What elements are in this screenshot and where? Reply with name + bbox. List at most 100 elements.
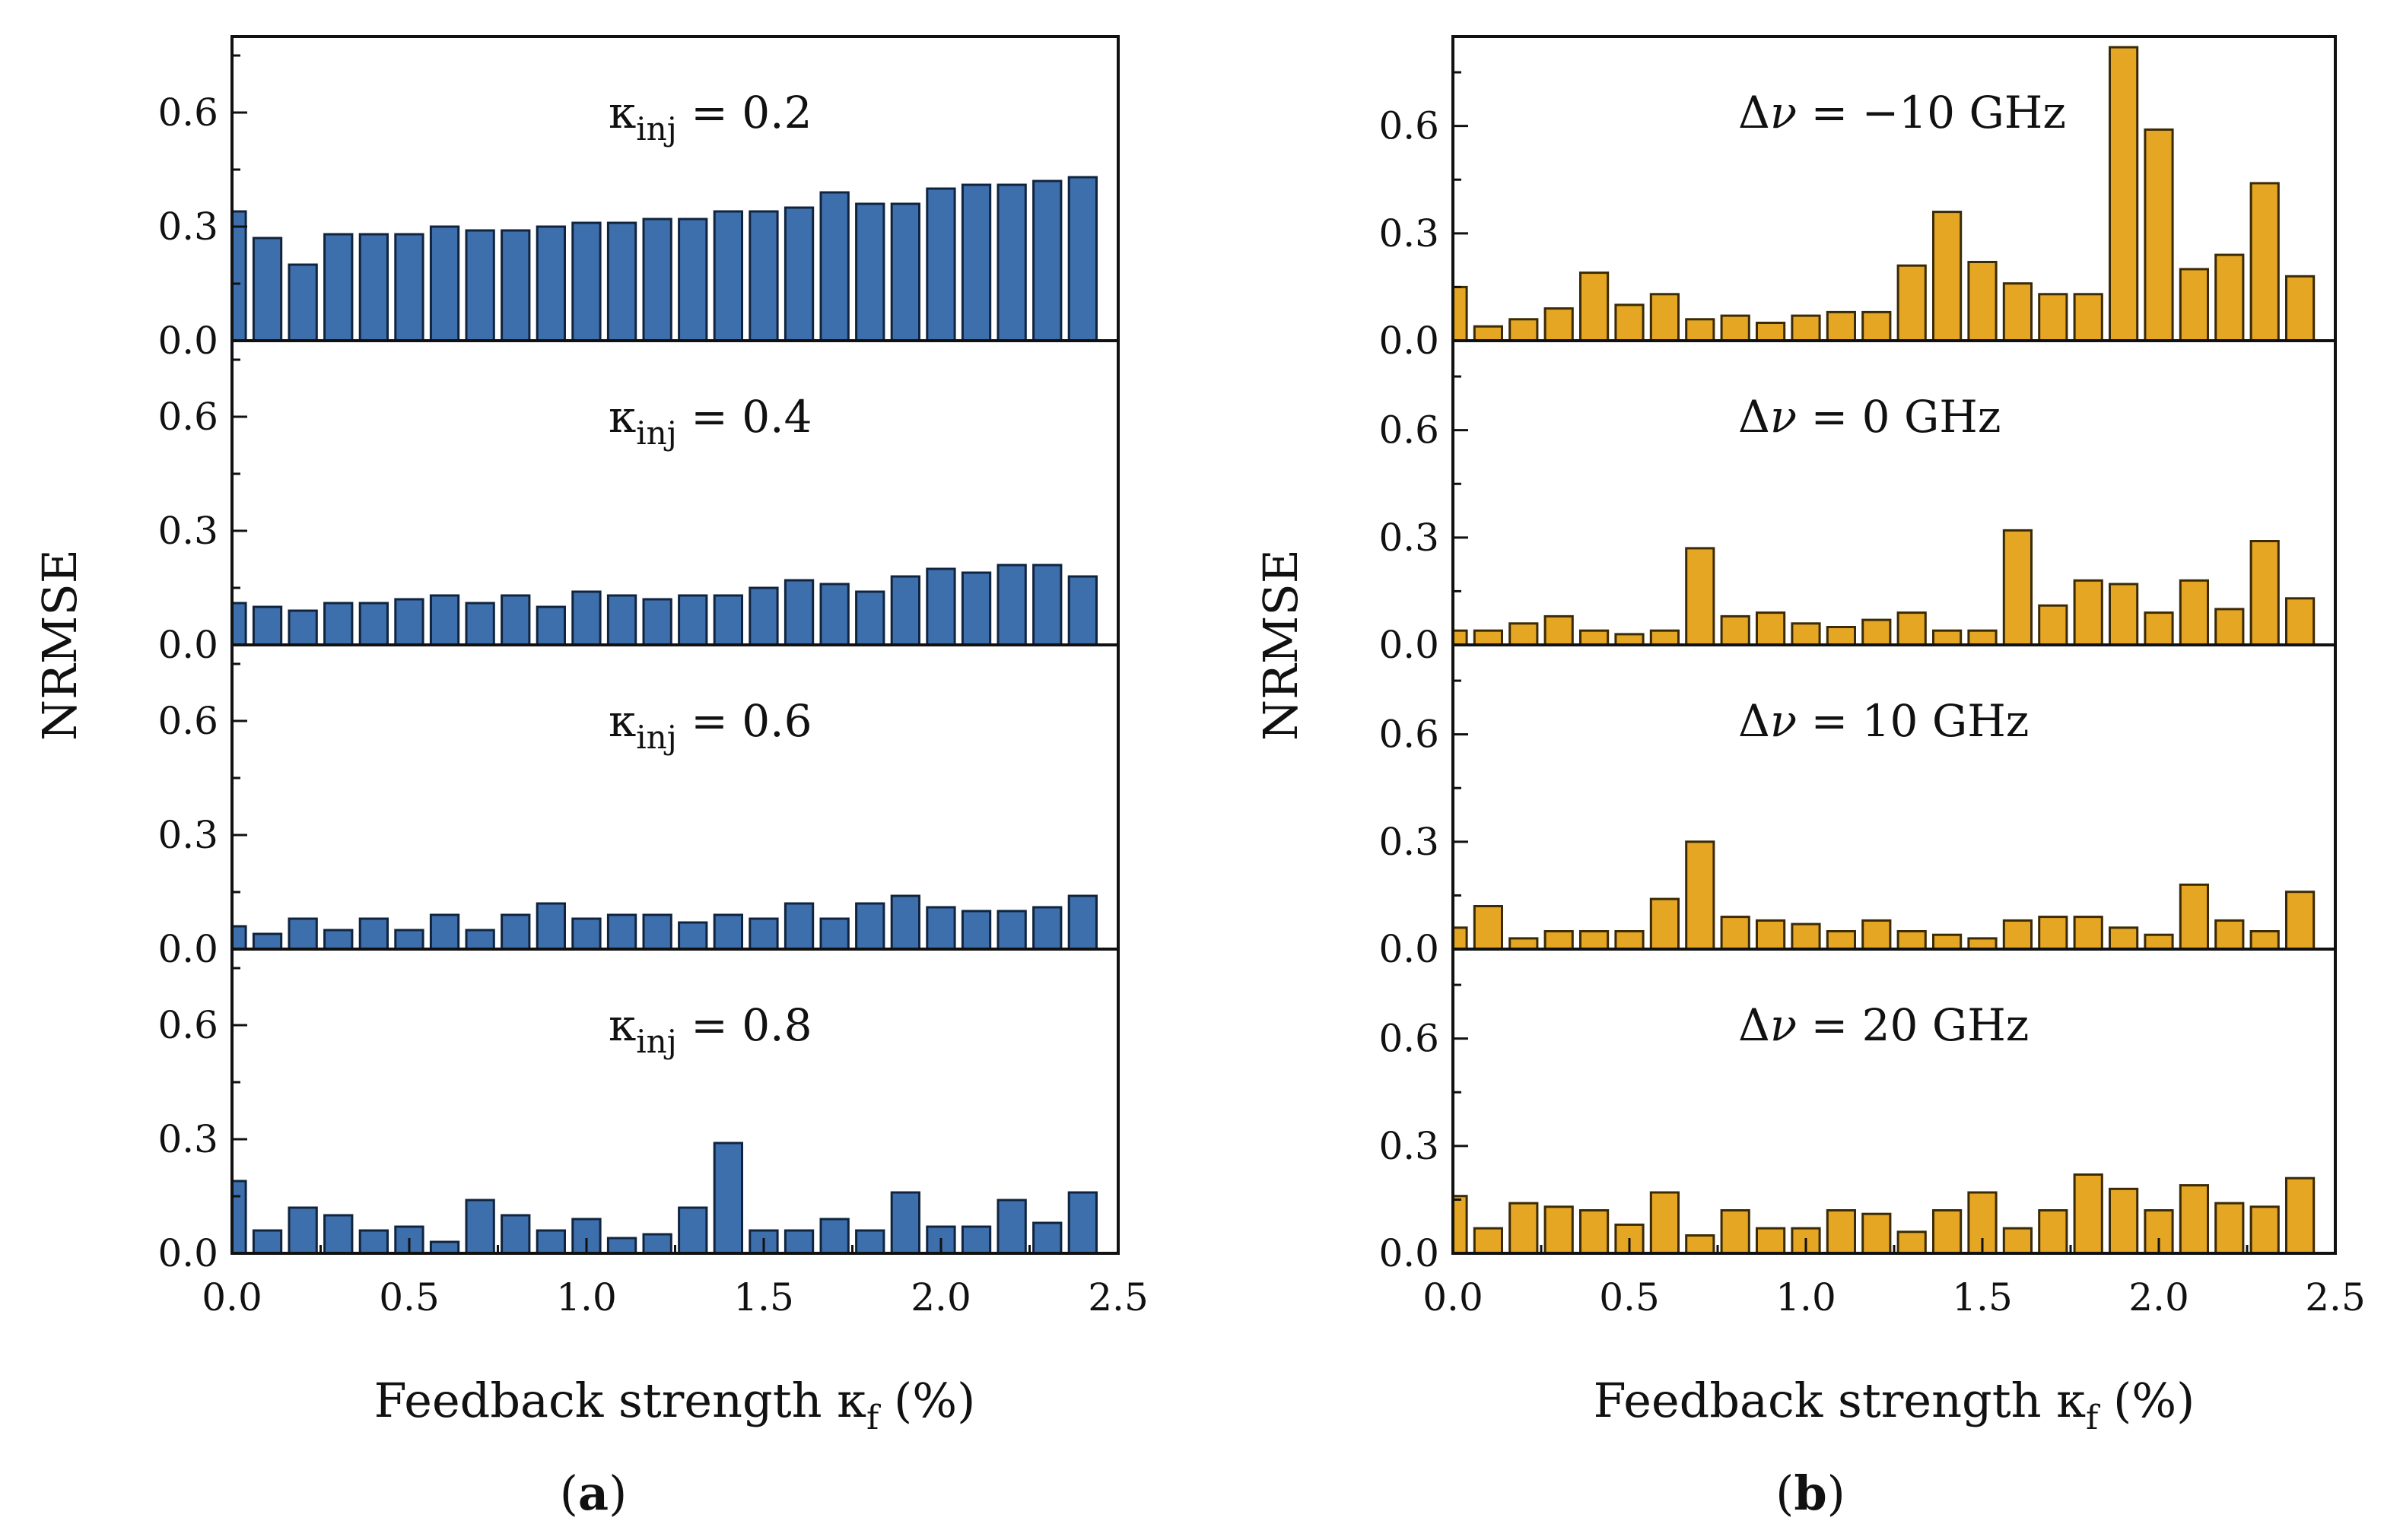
bar [1685,318,1715,341]
annotation-symbol: κ [609,999,636,1051]
bar [1614,633,1645,645]
panel-a-label: (a) [560,1465,628,1521]
bar [784,1229,815,1253]
bar [2038,604,2068,645]
y-tick-label: 0.0 [1378,623,1439,667]
bar [465,229,495,341]
bar [1614,930,1645,949]
x-title-text: Feedback strength [1594,1373,2057,1428]
annotation-value: = 0.4 [677,391,812,443]
bar [252,1229,283,1253]
bar [855,590,885,645]
bar [288,1206,318,1253]
x-tick-label: 2.5 [2305,1275,2366,1319]
bar [642,1233,672,1253]
x-tick-label: 0.0 [202,1275,262,1319]
bar [2109,1187,2139,1253]
bar [288,609,318,645]
bar [926,187,956,341]
bar [501,1214,531,1253]
annotation-subscript: inj [636,110,677,148]
bar [2109,583,2139,645]
bar [1508,1202,1539,1253]
bar [1649,629,1680,645]
bar [1967,937,1998,949]
x-tick-label: 2.0 [2128,1275,2189,1319]
y-tick-label: 0.3 [1378,820,1439,864]
bar [784,579,815,645]
y-tick-label: 0.0 [1378,927,1439,971]
bar [1543,614,1574,645]
bar [394,233,424,341]
bar [1932,1209,1963,1253]
bar [961,910,992,949]
panel-b-subplot-1: 0.0 0.3 0.6 Δν = −10 GHz [1378,35,2337,363]
panel-b-subplot-2-bars [1453,529,2316,645]
bar [2214,919,2245,949]
panel-a-subplot-2-bars [232,564,1098,645]
annotation-value: = 0.2 [677,87,812,138]
bar [1579,271,1610,341]
bar [2285,275,2316,341]
y-tick-label: 0.6 [157,1003,218,1047]
y-tick-label: 0.6 [157,395,218,439]
bar [1720,614,1750,645]
bar [2073,579,2103,645]
bar [232,1180,247,1253]
panel-a-y-axis-title: NRMSE [32,549,87,741]
bar [465,602,495,645]
panel-b-subplot-3: 0.0 0.3 0.6 Δν = 10 GHz [1378,643,2337,971]
bar [1685,1234,1715,1253]
bar [232,210,247,341]
bar [465,929,495,949]
bar [1896,264,1927,341]
bar [2214,608,2245,645]
bar [429,913,460,949]
panel-a-subplot-1-bars [232,176,1098,341]
bar [678,218,708,341]
bar [323,929,354,949]
bar [2002,1227,2033,1253]
bar [358,233,389,341]
panel-a-subplot-1-annotation: κinj = 0.2 [609,87,812,148]
annotation-delta: Δ [1738,391,1770,443]
bar [1791,622,1821,645]
bar [606,221,637,341]
annotation-symbol: κ [609,391,636,443]
bar [2179,883,2210,949]
bar [2038,1209,2068,1253]
y-tick-label: 0.0 [1378,319,1439,363]
bar [855,202,885,341]
annotation-subscript: inj [636,414,677,452]
annotation-value: = 20 GHz [1797,999,2029,1051]
bar [713,913,744,949]
bar [2144,933,2174,949]
bar [429,1240,460,1253]
y-tick-label: 0.6 [1378,1017,1439,1061]
bar [536,605,567,645]
bar [1032,1221,1063,1253]
bar [1932,629,1963,645]
panel-a-subplot-3: 0.0 0.3 0.6 κinj = 0.6 [157,643,1120,971]
bar [749,917,779,949]
bar [1649,897,1680,949]
x-tick-label: 0.5 [1599,1275,1660,1319]
annotation-symbol: κ [609,695,636,747]
bar [2285,1176,2316,1253]
bar [232,602,247,645]
bar [1543,1205,1574,1253]
bar [1032,564,1063,645]
bar [1826,626,1857,645]
bar [2109,926,2139,949]
x-tick-label: 0.5 [379,1275,440,1319]
x-tick-label: 1.0 [1775,1275,1836,1319]
bar [1685,547,1715,645]
bar [429,225,460,341]
bar [819,917,850,949]
panel-b-label: (b) [1775,1465,1845,1521]
bar [890,575,920,645]
bar [1791,314,1821,341]
bar [1826,930,1857,949]
x-tick-label: 0.0 [1422,1275,1483,1319]
bar [784,902,815,949]
